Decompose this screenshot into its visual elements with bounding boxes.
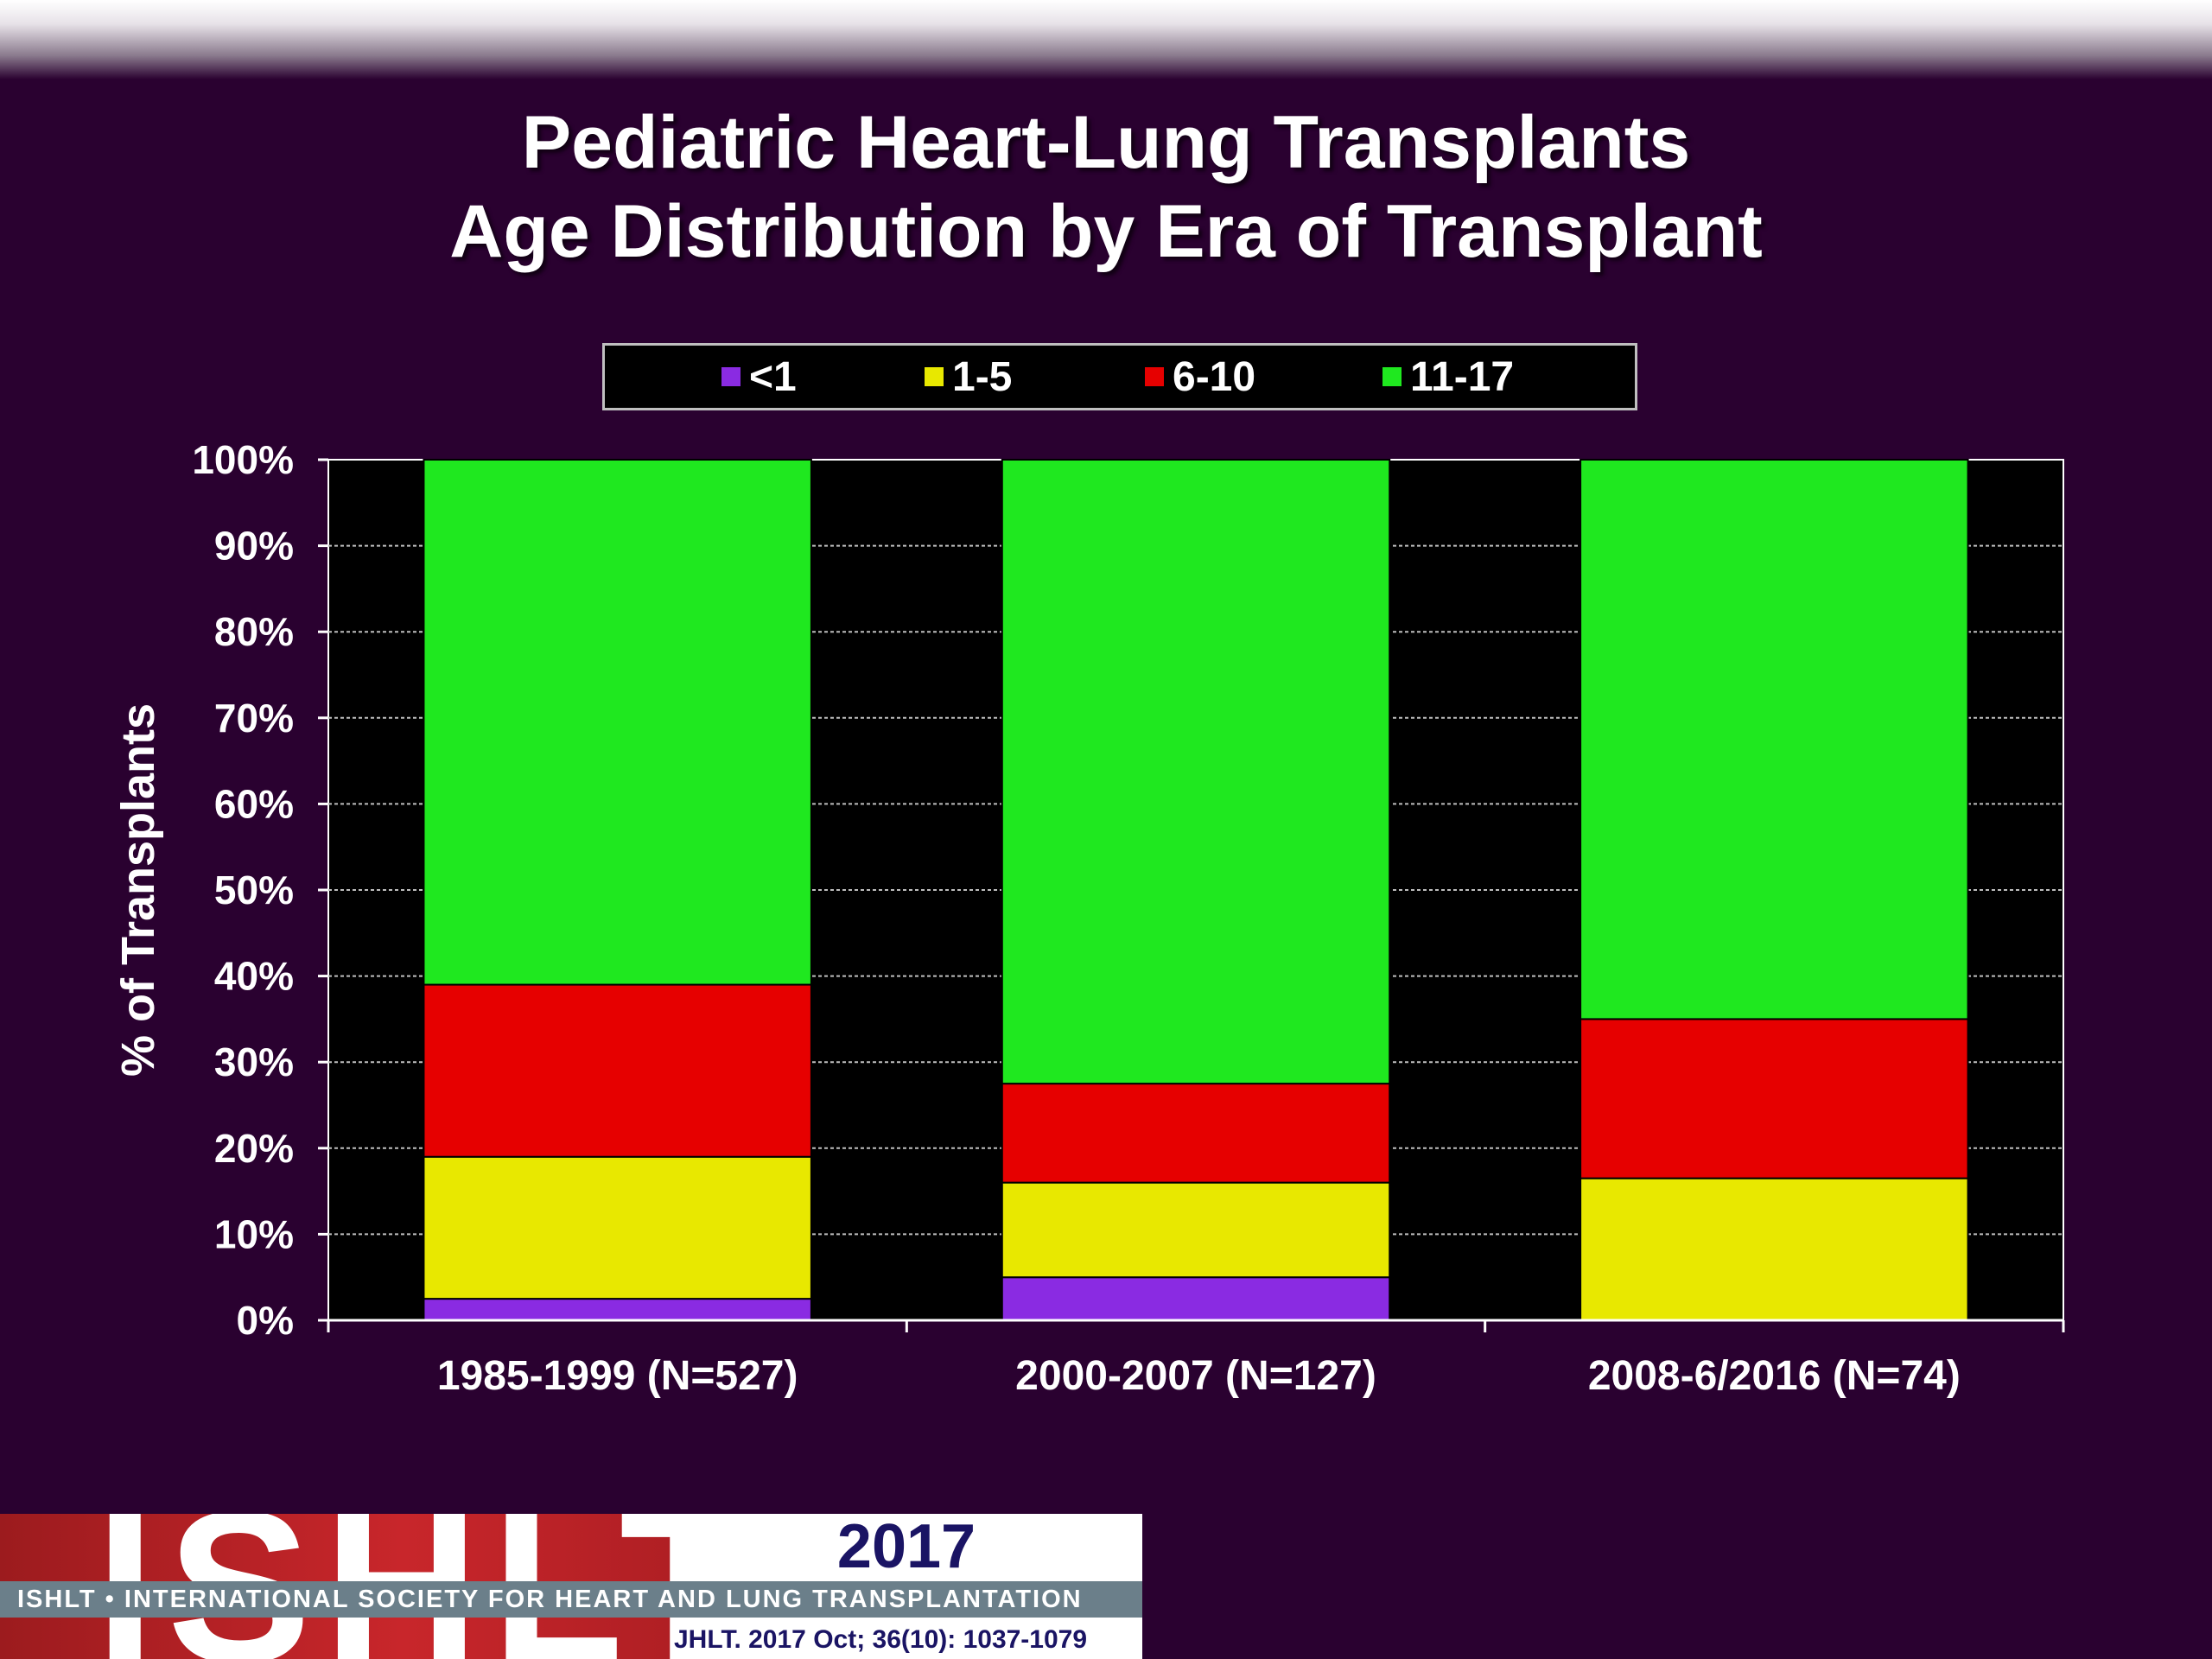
- legend-item-6-10: 6-10: [1145, 346, 1255, 408]
- y-tick-label: 30%: [214, 1039, 294, 1084]
- x-tick-label: 2008-6/2016 (N=74): [1588, 1353, 1961, 1399]
- logo-year: 2017: [836, 1512, 976, 1581]
- legend-label-1-5: 1-5: [952, 353, 1013, 400]
- bar-segment: [1580, 1177, 1969, 1322]
- bar-segment: [1580, 1018, 1969, 1179]
- legend-item-1-5: 1-5: [925, 346, 1012, 408]
- bar-segment: [423, 1155, 812, 1300]
- y-tick-label: 20%: [214, 1126, 294, 1171]
- slide-title: Pediatric Heart-Lung Transplants: [521, 101, 1691, 184]
- legend-item-11-17: 11-17: [1382, 346, 1514, 408]
- legend-label-lt1: <1: [749, 353, 797, 400]
- y-tick-label: 80%: [214, 609, 294, 654]
- legend-item-lt1: <1: [721, 346, 797, 408]
- x-tick-label: 2000-2007 (N=127): [1015, 1353, 1376, 1399]
- y-tick-label: 90%: [214, 524, 294, 569]
- bar-segment: [423, 1298, 812, 1321]
- y-tick-label: 50%: [214, 868, 294, 912]
- bar-segment: [1001, 459, 1391, 1085]
- legend-swatch-lt1: [721, 367, 741, 386]
- bar-segment: [423, 983, 812, 1158]
- journal-citation: JHLT. 2017 Oct; 36(10): 1037-1079: [674, 1625, 1088, 1654]
- chart-legend: <1 1-5 6-10 11-17: [602, 343, 1637, 410]
- y-tick-label: 100%: [192, 437, 294, 482]
- y-tick-label: 10%: [214, 1211, 294, 1256]
- ishlt-logo: ISHLT 2017 ISHLT • INTERNATIONAL SOCIETY…: [0, 1514, 1142, 1659]
- y-tick-label: 0%: [237, 1298, 294, 1343]
- legend-swatch-6-10: [1145, 367, 1164, 386]
- bar-segment: [1580, 459, 1969, 1020]
- logo-society-band: ISHLT • INTERNATIONAL SOCIETY FOR HEART …: [0, 1581, 1142, 1618]
- bar-segment: [1001, 1083, 1391, 1184]
- y-tick-label: 40%: [214, 954, 294, 999]
- legend-label-11-17: 11-17: [1410, 353, 1515, 400]
- bar-segment: [1001, 1181, 1391, 1279]
- legend-swatch-1-5: [925, 367, 944, 386]
- y-tick-label: 70%: [214, 696, 294, 741]
- bar-segment: [1001, 1276, 1391, 1321]
- y-tick-label: 60%: [214, 781, 294, 826]
- slide-subtitle: Age Distribution by Era of Transplant: [449, 190, 1763, 273]
- x-tick-label: 1985-1999 (N=527): [437, 1353, 798, 1399]
- legend-label-6-10: 6-10: [1173, 353, 1256, 400]
- bar-segment: [423, 459, 812, 986]
- header-gradient-bar: [0, 0, 2212, 79]
- legend-swatch-11-17: [1382, 367, 1402, 386]
